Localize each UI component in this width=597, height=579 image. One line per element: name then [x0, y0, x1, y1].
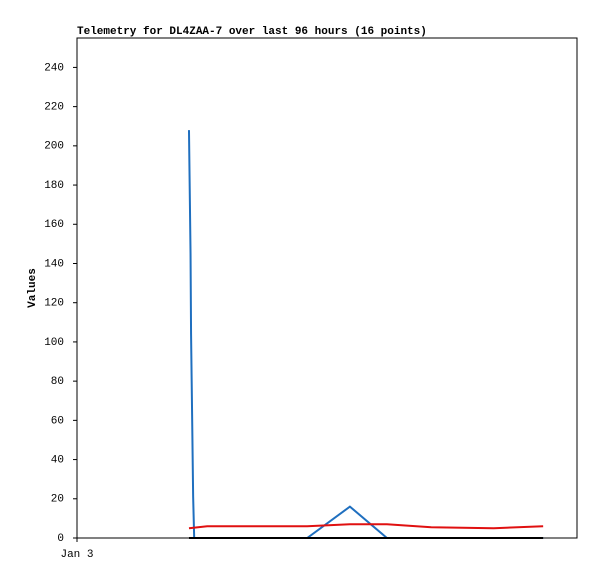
y-tick-label: 220	[44, 102, 64, 114]
series-line	[187, 130, 544, 539]
y-axis-label: Values	[27, 268, 39, 308]
y-tick-label: 60	[51, 415, 64, 427]
y-tick-label: 80	[51, 376, 64, 388]
y-tick-label: 200	[44, 141, 64, 153]
y-tick-label: 160	[44, 219, 64, 231]
series-line	[188, 523, 544, 530]
chart-title: Telemetry for DL4ZAA-7 over last 96 hour…	[77, 26, 427, 38]
y-tick-label: 140	[44, 258, 64, 270]
plot-frame	[76, 37, 578, 539]
y-tick-label: 40	[51, 454, 64, 466]
y-tick-label: 0	[57, 533, 64, 545]
y-tick-label: 20	[51, 494, 64, 506]
y-tick-label: 120	[44, 298, 64, 310]
y-tick-label: 180	[44, 180, 64, 192]
y-tick-label: 240	[44, 62, 64, 74]
y-tick-label: 100	[44, 337, 64, 349]
x-tick-label: Jan 3	[60, 549, 93, 561]
